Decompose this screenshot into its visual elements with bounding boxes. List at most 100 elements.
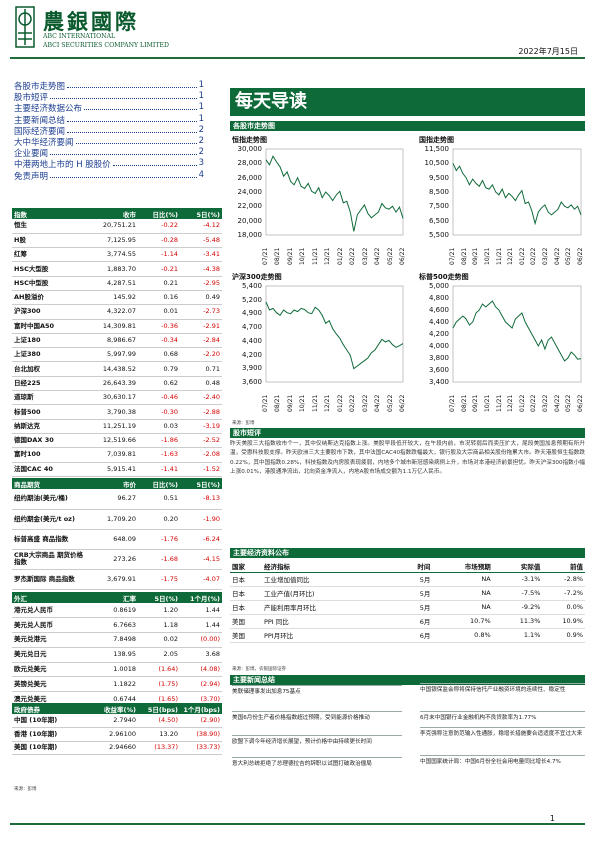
table-cell: 0.20: [163, 514, 178, 523]
econ-cell: 工业增加值同比: [263, 576, 310, 584]
x-tick-label: 05/22: [565, 394, 573, 412]
table-cell: 富时中国A50: [14, 321, 55, 330]
table-row: H股 7,125.95 -0.28 -5.48: [12, 233, 222, 248]
x-tick-label: 07/21: [262, 394, 269, 412]
footer-divider: [10, 823, 585, 825]
table-cell: 美元兑人民币: [14, 620, 53, 629]
toc-item[interactable]: 主要新闻总结 1: [14, 113, 204, 126]
table-row: 道琼斯 30,630.17 -0.46 -2.40: [12, 391, 222, 405]
econ-cell: -2.8%: [564, 575, 583, 583]
econ-cell: 0.0%: [566, 603, 583, 611]
toc-item-title[interactable]: 企业要闻: [14, 149, 49, 160]
news-divider: [420, 683, 585, 684]
table-cell: 5,915.41: [107, 464, 136, 473]
econ-source: 来源：彭博，农银国际证券: [232, 667, 286, 672]
table-header-row: 商品期货 市价 日比(%) 5日(%): [12, 478, 222, 489]
table-cell: 标普高盛 商品指数: [14, 534, 69, 543]
table-row: 标普高盛 商品指数 648.09 -1.76 -6.24: [12, 529, 222, 549]
toc-item-page[interactable]: 1: [198, 91, 204, 102]
table-header-cell: 日比(%): [137, 478, 180, 489]
table-cell: -1.41: [161, 464, 178, 473]
econ-row: 日本 工业增加值同比 5月 NA -3.1% -2.8%: [230, 572, 585, 586]
table-cell: 0.01: [163, 307, 178, 316]
toc-item-title[interactable]: 各股市走势图: [14, 82, 66, 92]
table-cell: -0.28: [161, 235, 178, 244]
x-tick-label: 09/21: [472, 394, 480, 412]
y-tick-label: 4,400: [428, 318, 449, 326]
econ-cell: 5月: [419, 576, 431, 584]
table-header-cell: 外汇: [12, 592, 88, 603]
table-cell: -2.52: [203, 436, 220, 445]
toc-item-page[interactable]: 4: [198, 169, 204, 180]
table-cell: 1.18: [163, 620, 178, 629]
econ-cell: 美国: [232, 618, 245, 626]
x-tick-label: 04/22: [553, 394, 561, 412]
table-cell: (0.00): [200, 635, 220, 644]
x-tick-label: 03/22: [361, 247, 369, 265]
toc-item[interactable]: 各股市走势图 1: [14, 80, 204, 92]
toc-item[interactable]: 大中华经济要闻 2: [14, 136, 204, 148]
econ-cell: NA: [481, 589, 491, 597]
table-cell: 1.44: [205, 620, 220, 629]
table-header-cell: 收市: [87, 208, 138, 219]
econ-cell: 5月: [419, 590, 431, 598]
table-cell: 12,519.66: [102, 436, 136, 445]
news-item: 意大利总统拒绝了总理德拉吉的辞职以试图打破政治僵局: [232, 761, 372, 767]
news-item: 中国银保监会称将保持信托产业融资环境的连续性、稳定性: [420, 687, 566, 693]
toc-item-page[interactable]: 2: [198, 147, 204, 158]
toc-dots: [84, 102, 197, 111]
econ-cell: 6月: [419, 618, 431, 626]
toc-item-page[interactable]: 2: [198, 136, 204, 146]
table-row: 香港 (10年期) 2.96100 13.20 (38.90): [12, 728, 222, 741]
y-tick-label: 6,500: [428, 216, 449, 225]
table-cell: 英镑兑美元: [14, 679, 47, 688]
toc-item[interactable]: 国际经济要闻 2: [14, 124, 204, 137]
section-header-news: 主要新闻总结: [230, 675, 585, 685]
table-cell: 台北加权: [14, 364, 40, 373]
toc-item[interactable]: 中港两地上市的 H 股股价 3: [14, 158, 204, 171]
toc-item[interactable]: 免责声明 4: [14, 169, 204, 182]
x-tick-label: 10/21: [483, 247, 491, 265]
toc-dots: [112, 158, 197, 167]
table-row: 标普500 3,790.38 -0.30 -2.88: [12, 405, 222, 420]
toc-item-title[interactable]: 主要经济数据公布: [14, 104, 83, 115]
x-tick-label: 10/21: [483, 394, 491, 412]
x-tick-label: 07/21: [449, 394, 456, 412]
news-divider: [232, 685, 402, 686]
x-tick-label: 06/22: [399, 394, 406, 412]
news-divider: [420, 711, 585, 712]
toc-item-title[interactable]: 免责声明: [14, 171, 49, 182]
toc-item[interactable]: 主要经济数据公布 1: [14, 102, 204, 115]
chart-title: 标普500走势图: [419, 273, 469, 281]
toc-item-title[interactable]: 主要新闻总结: [14, 115, 66, 126]
toc-item-page[interactable]: 1: [198, 113, 204, 124]
table-row: 上证180 8,986.67 -0.34 -2.84: [12, 333, 222, 348]
table-cell: 0.68: [163, 350, 178, 359]
header-divider: [10, 57, 585, 59]
toc-item-page[interactable]: 1: [198, 102, 204, 113]
toc-item-title[interactable]: 中港两地上市的 H 股股价: [14, 160, 111, 171]
econ-header-cell: 时间: [417, 562, 431, 571]
toc-item[interactable]: 企业要闻 2: [14, 147, 204, 160]
x-tick-label: 09/21: [286, 394, 294, 412]
x-tick-label: 05/22: [386, 247, 394, 265]
chart-axes-frame: [452, 285, 582, 383]
toc-item[interactable]: 股市短评 1: [14, 91, 204, 104]
table-cell: 1,883.70: [107, 264, 136, 273]
table-cell: 1.44: [205, 605, 220, 614]
econ-header-cell: 实际值: [520, 562, 541, 571]
table-cell: 法国CAC 40: [14, 464, 53, 473]
toc-item-title[interactable]: 股市短评: [14, 93, 49, 104]
y-tick-label: 3,900: [241, 364, 262, 373]
table-cell: 14,309.81: [102, 321, 136, 330]
toc-item-page[interactable]: 2: [198, 124, 204, 135]
table-cell: (2.94): [200, 679, 220, 688]
toc-item-title[interactable]: 国际经济要闻: [14, 126, 66, 137]
y-tick-label: 4,800: [428, 294, 449, 302]
page-number: 1: [549, 814, 555, 823]
toc-item-page[interactable]: 3: [198, 158, 204, 169]
toc-item-page[interactable]: 1: [198, 80, 204, 90]
table-cell: 1.20: [163, 605, 178, 614]
toc-dots: [50, 147, 197, 156]
toc-item-title[interactable]: 大中华经济要闻: [14, 138, 74, 148]
